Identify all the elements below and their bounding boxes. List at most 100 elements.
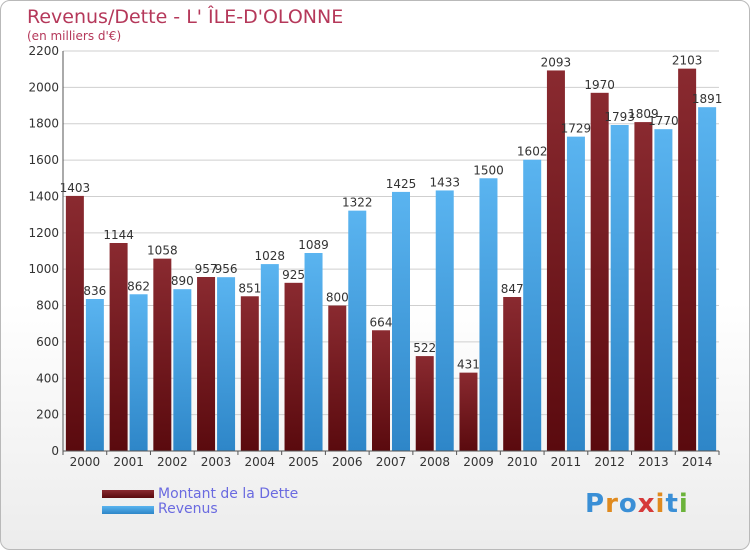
y-tick-label: 1600	[28, 153, 59, 167]
bar-debt	[240, 296, 259, 451]
data-label-debt: 847	[501, 282, 524, 296]
brand-logo: Proxiti	[585, 489, 689, 519]
bar-revenue	[392, 191, 410, 451]
x-tick-label: 2012	[594, 455, 625, 469]
legend-label-revenue: Revenus	[158, 501, 218, 517]
bar-debt	[197, 277, 216, 451]
legend-label-debt: Montant de la Dette	[158, 486, 299, 502]
y-tick-label: 800	[36, 299, 59, 313]
data-label-revenue: 1500	[473, 163, 504, 177]
bar-revenue	[479, 178, 498, 452]
bar-revenue	[85, 299, 104, 451]
data-label-revenue: 1602	[517, 145, 548, 159]
y-tick-label: 600	[36, 335, 59, 349]
legend-swatch-debt	[102, 490, 154, 498]
data-label-debt: 1403	[60, 181, 91, 195]
x-tick-label: 2001	[113, 455, 144, 469]
x-tick-label: 2008	[419, 455, 450, 469]
bar-revenue	[523, 159, 542, 451]
x-tick-label: 2000	[70, 455, 101, 469]
bar-revenue	[260, 264, 279, 451]
bar-debt	[459, 372, 478, 451]
data-label-revenue: 890	[171, 274, 194, 288]
data-label-debt: 431	[457, 358, 480, 372]
data-label-debt: 522	[413, 341, 436, 355]
grid-layer	[63, 50, 719, 452]
bar-debt	[546, 70, 565, 452]
data-label-revenue: 1729	[561, 122, 592, 136]
bar-debt	[678, 68, 697, 452]
data-label-debt: 1058	[147, 244, 178, 258]
y-tick-label: 0	[51, 444, 59, 458]
data-label-revenue: 1891	[692, 92, 723, 106]
y-tick-label: 1400	[28, 189, 59, 203]
chart-title: Revenus/Dette - L' ÎLE-D'OLONNE	[27, 6, 344, 28]
data-label-revenue: 1089	[298, 238, 329, 252]
data-label-revenue: 956	[215, 262, 238, 276]
y-tick-label: 1000	[28, 262, 59, 276]
axis-layer: 0 200 400 600 800 1000 1200 1400 1600 1800 2000 220…	[28, 44, 720, 469]
bar-debt	[109, 243, 128, 451]
data-label-revenue: 1425	[386, 177, 417, 191]
x-tick-label: 2004	[245, 455, 276, 469]
bar-debt	[503, 297, 522, 451]
y-tick-label: 1800	[28, 117, 59, 131]
data-label-revenue: 1322	[342, 196, 373, 210]
bar-revenue	[348, 210, 367, 451]
bar-debt	[590, 92, 609, 452]
x-tick-label: 2006	[332, 455, 363, 469]
data-label-revenue: 1793	[604, 110, 635, 124]
data-label-debt: 1144	[103, 228, 134, 242]
data-label-revenue: 1433	[429, 175, 460, 189]
data-label-debt: 664	[370, 315, 393, 329]
data-label-revenue: 862	[127, 279, 150, 293]
bar-debt	[284, 282, 303, 451]
x-tick-label: 2010	[507, 455, 538, 469]
legend-swatch-revenue	[102, 506, 154, 514]
bar-debt	[415, 356, 434, 451]
data-label-debt: 2103	[672, 54, 703, 68]
data-label-revenue: 1028	[255, 249, 286, 263]
x-tick-label: 2014	[682, 455, 713, 469]
data-label-debt: 925	[282, 268, 305, 282]
x-tick-label: 2003	[201, 455, 232, 469]
x-tick-label: 2013	[638, 455, 669, 469]
bar-debt	[634, 122, 653, 451]
bars-layer	[65, 68, 717, 452]
chart-subtitle: (en milliers d'€)	[27, 29, 122, 43]
y-tick-label: 2200	[28, 44, 59, 58]
x-tick-label: 2005	[288, 455, 319, 469]
bar-revenue	[566, 136, 585, 452]
y-tick-label: 2000	[28, 80, 59, 94]
data-label-debt: 1970	[584, 78, 615, 92]
bar-revenue	[654, 129, 673, 451]
bar-debt	[65, 195, 84, 451]
bar-revenue	[610, 125, 629, 451]
x-tick-label: 2011	[551, 455, 582, 469]
y-tick-label: 400	[36, 371, 59, 385]
y-tick-label: 1200	[28, 226, 59, 240]
bar-revenue	[698, 107, 717, 451]
data-label-debt: 957	[195, 262, 218, 276]
data-label-debt: 800	[326, 291, 349, 305]
data-label-debt: 851	[238, 281, 261, 295]
bar-debt	[372, 330, 390, 451]
x-tick-label: 2009	[463, 455, 494, 469]
bar-revenue	[217, 277, 236, 451]
bar-revenue	[173, 289, 192, 451]
data-label-revenue: 836	[83, 284, 106, 298]
bar-revenue	[304, 253, 323, 451]
bar-revenue	[435, 190, 454, 452]
bar-debt	[153, 258, 172, 451]
y-tick-label: 200	[36, 408, 59, 422]
data-label-debt: 2093	[541, 55, 572, 69]
data-label-debt: 1809	[628, 107, 659, 121]
bar-revenue	[129, 294, 148, 451]
x-tick-label: 2007	[376, 455, 407, 469]
bar-debt	[328, 305, 347, 451]
x-tick-label: 2002	[157, 455, 188, 469]
data-label-revenue: 1770	[648, 114, 679, 128]
